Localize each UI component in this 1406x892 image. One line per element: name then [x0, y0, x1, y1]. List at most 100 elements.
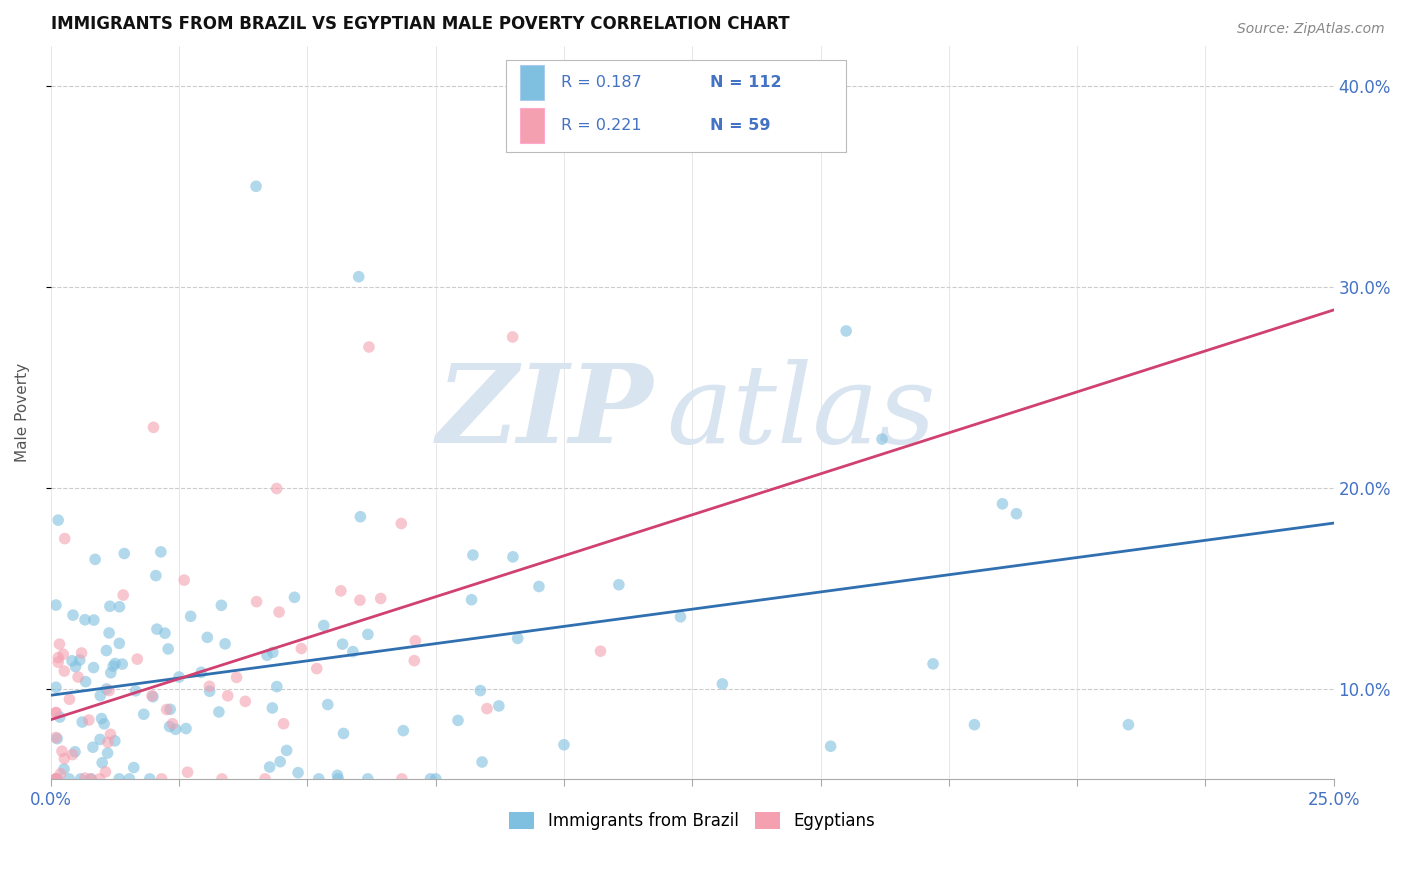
Point [46, 772, 69, 786]
Point [176, 765, 198, 780]
Point [97, 735, 120, 749]
Point [49, 766, 72, 780]
Point [69, 653, 91, 667]
Point [174, 722, 197, 736]
Point [98, 626, 121, 640]
Point [97, 746, 120, 760]
Point [208, 705, 231, 719]
Point [471, 755, 494, 769]
Point [245, 179, 267, 194]
Point [51, 744, 73, 758]
Point [357, 772, 380, 786]
Point [589, 644, 612, 658]
Point [46, 731, 69, 746]
Point [153, 626, 176, 640]
Point [290, 641, 312, 656]
Point [111, 657, 134, 672]
Point [159, 702, 181, 716]
Point [332, 637, 354, 651]
Point [98, 599, 121, 614]
Point [488, 698, 510, 713]
Point [326, 768, 349, 782]
Point [162, 716, 184, 731]
Point [329, 583, 352, 598]
Text: Source: ZipAtlas.com: Source: ZipAtlas.com [1237, 22, 1385, 37]
Point [190, 665, 212, 680]
Point [65, 659, 87, 673]
Point [419, 772, 441, 786]
Point [447, 714, 470, 728]
Point [45, 772, 67, 786]
Point [276, 743, 298, 757]
Point [283, 591, 305, 605]
Point [245, 594, 267, 608]
Point [963, 717, 986, 731]
Point [108, 636, 131, 650]
Point [502, 330, 524, 344]
Point [157, 641, 180, 656]
Point [49, 710, 72, 724]
Point [100, 665, 122, 680]
Point [45, 706, 67, 720]
Point [122, 760, 145, 774]
Point [58, 772, 80, 786]
Point [502, 549, 524, 564]
Point [89, 689, 111, 703]
Point [101, 659, 124, 673]
Point [287, 765, 309, 780]
Point [83, 613, 105, 627]
Point [91, 756, 114, 770]
Point [53, 532, 76, 546]
Point [553, 738, 575, 752]
Point [305, 662, 328, 676]
Point [52, 648, 75, 662]
Point [173, 573, 195, 587]
Point [342, 645, 364, 659]
Point [112, 547, 135, 561]
Text: ZIP: ZIP [437, 359, 654, 466]
Point [253, 772, 276, 786]
Point [707, 119, 730, 133]
Point [45, 731, 67, 745]
Point [58, 692, 80, 706]
Text: IMMIGRANTS FROM BRAZIL VS EGYPTIAN MALE POVERTY CORRELATION CHART: IMMIGRANTS FROM BRAZIL VS EGYPTIAN MALE … [51, 15, 789, 33]
Point [82, 740, 104, 755]
Point [132, 707, 155, 722]
Point [62, 608, 84, 623]
Point [46, 655, 69, 669]
Point [124, 683, 146, 698]
Point [349, 509, 371, 524]
Point [142, 690, 165, 704]
Point [425, 772, 447, 786]
Point [104, 657, 127, 671]
Point [145, 568, 167, 582]
Point [347, 269, 370, 284]
Point [104, 734, 127, 748]
Point [149, 545, 172, 559]
Point [108, 772, 131, 786]
Point [53, 664, 76, 678]
Point [349, 593, 371, 607]
Point [167, 670, 190, 684]
Point [53, 751, 76, 765]
Point [214, 637, 236, 651]
Point [75, 674, 97, 689]
Point [73, 613, 96, 627]
Point [308, 772, 330, 786]
Point [45, 680, 67, 694]
Point [820, 739, 842, 754]
Point [80, 772, 103, 786]
Point [357, 340, 380, 354]
Point [67, 670, 90, 684]
Point [870, 432, 893, 446]
Point [45, 598, 67, 612]
Point [96, 643, 118, 657]
Point [63, 745, 86, 759]
Point [83, 660, 105, 674]
Point [70, 714, 93, 729]
Point [262, 645, 284, 659]
Point [150, 772, 173, 786]
Point [180, 609, 202, 624]
Point [112, 588, 135, 602]
Point [328, 772, 350, 786]
